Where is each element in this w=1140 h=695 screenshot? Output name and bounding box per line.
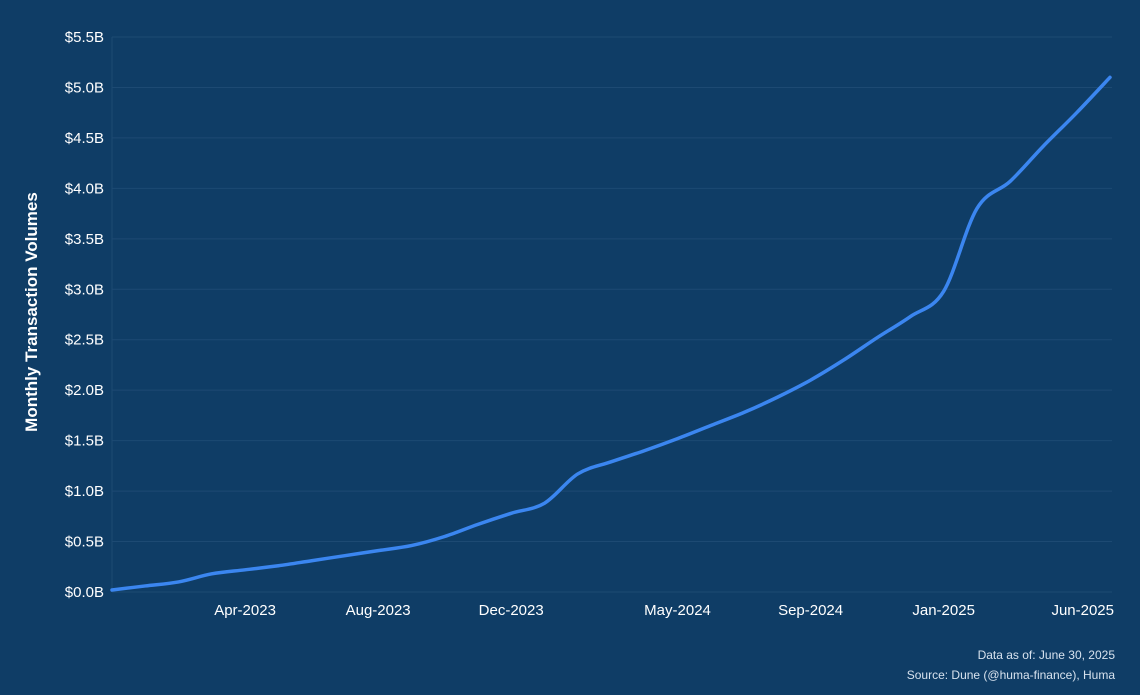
series-layer [110, 75, 1112, 592]
y-tick-label: $2.0B [65, 382, 104, 399]
source-note: Source: Dune (@huma-finance), Huma [906, 668, 1115, 682]
y-tick-label: $3.0B [65, 281, 104, 298]
grid-lines [111, 36, 1112, 593]
data-as-of-note: Data as of: June 30, 2025 [977, 648, 1115, 662]
y-axis-label: Monthly Transaction Volumes [22, 192, 41, 432]
y-tick-label: $4.0B [65, 180, 104, 197]
x-axis-ticks: Apr-2023 Aug-2023 Dec-2023 May-2024 Sep-2024… [214, 602, 1114, 619]
x-tick-label: Dec-2023 [479, 602, 544, 619]
y-tick-label: $5.0B [65, 79, 104, 96]
x-tick-label: Sep-2024 [778, 602, 843, 619]
y-tick-label: $0.0B [65, 584, 104, 601]
x-tick-label: Aug-2023 [346, 602, 411, 619]
y-tick-label: $0.5B [65, 534, 104, 551]
y-tick-label: $1.5B [65, 433, 104, 450]
x-tick-label: May-2024 [644, 602, 711, 619]
series-line-0 [110, 75, 1112, 592]
y-tick-label: $5.5B [65, 29, 104, 46]
x-tick-label: Jan-2025 [912, 602, 975, 619]
y-tick-label: $4.5B [65, 130, 104, 147]
y-tick-label: $3.5B [65, 231, 104, 248]
y-tick-label: $2.5B [65, 332, 104, 349]
y-axis-ticks: $0.0B $0.5B $1.0B $1.5B $2.0B $2.5B $3.0B $3.5B… [65, 29, 104, 601]
x-tick-label: Apr-2023 [214, 602, 276, 619]
x-tick-label: Jun-2025 [1051, 602, 1114, 619]
y-tick-label: $1.0B [65, 483, 104, 500]
